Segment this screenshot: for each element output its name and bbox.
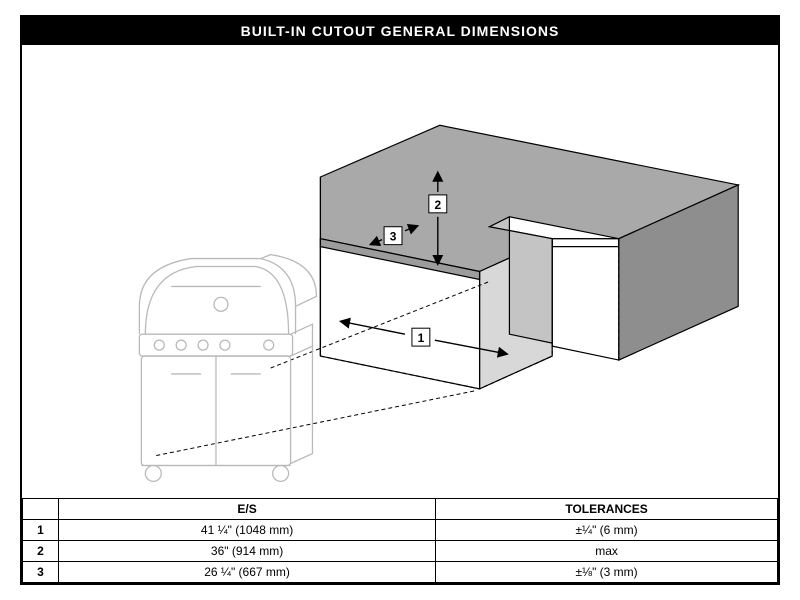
- callout-3: 3: [384, 227, 402, 245]
- dimensions-table: E/S TOLERANCES 1 41 ¼" (1048 mm) ±¼" (6 …: [22, 498, 778, 583]
- page-title: BUILT-IN CUTOUT GENERAL DIMENSIONS: [22, 17, 778, 45]
- callout-1: 1: [412, 328, 430, 346]
- table-header-tol: TOLERANCES: [436, 499, 778, 520]
- table-row: 3 26 ¼" (667 mm) ±⅛" (3 mm): [23, 562, 778, 583]
- table-header-es: E/S: [59, 499, 436, 520]
- callout-3-label: 3: [390, 230, 397, 244]
- diagram-area: 1 2 3: [22, 45, 778, 498]
- row-tol: ±¼" (6 mm): [436, 520, 778, 541]
- row-es: 26 ¼" (667 mm): [59, 562, 436, 583]
- callout-2: 2: [429, 195, 447, 213]
- table-header-blank: [23, 499, 59, 520]
- row-index: 2: [23, 541, 59, 562]
- countertop-island-icon: [320, 125, 738, 389]
- table-row: 1 41 ¼" (1048 mm) ±¼" (6 mm): [23, 520, 778, 541]
- row-tol: ±⅛" (3 mm): [436, 562, 778, 583]
- table-header-row: E/S TOLERANCES: [23, 499, 778, 520]
- document-frame: BUILT-IN CUTOUT GENERAL DIMENSIONS: [20, 15, 780, 585]
- row-tol: max: [436, 541, 778, 562]
- dimensions-diagram: 1 2 3: [22, 45, 778, 498]
- callout-1-label: 1: [418, 331, 425, 345]
- row-es: 41 ¼" (1048 mm): [59, 520, 436, 541]
- table-row: 2 36" (914 mm) max: [23, 541, 778, 562]
- row-index: 1: [23, 520, 59, 541]
- row-es: 36" (914 mm): [59, 541, 436, 562]
- row-index: 3: [23, 562, 59, 583]
- callout-2-label: 2: [434, 198, 441, 212]
